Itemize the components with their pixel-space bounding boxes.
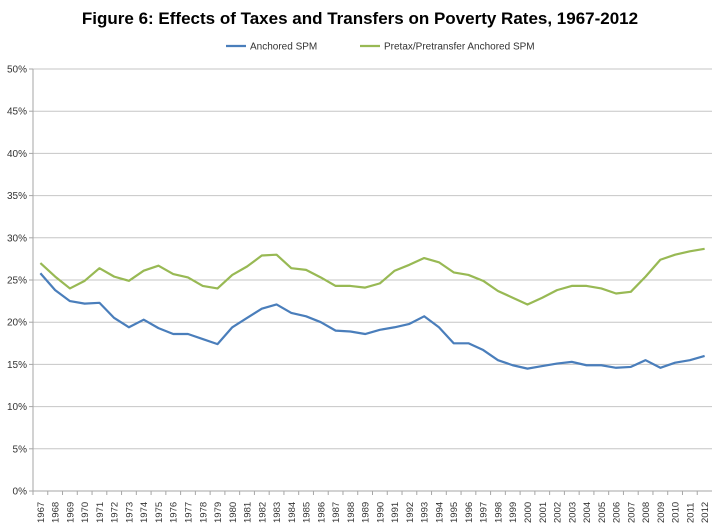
y-tick-label: 35%: [7, 191, 27, 202]
y-tick-label: 5%: [13, 444, 28, 455]
x-tick-label: 1967: [36, 502, 47, 523]
series-lines: [40, 249, 704, 369]
y-tick-label: 15%: [7, 360, 27, 371]
x-tick-label: 1980: [228, 502, 239, 523]
x-tick-label: 1997: [479, 502, 490, 523]
x-tick-label: 1991: [390, 502, 401, 523]
x-tick-label: 1977: [183, 502, 194, 523]
y-axis: 0% 5% 10% 15% 20% 25% 30% 35% 40% 45% 50%: [7, 65, 33, 498]
gridlines: [33, 69, 712, 491]
legend-label: Pretax/Pretransfer Anchored SPM: [384, 42, 535, 53]
x-tick-label: 2007: [626, 502, 637, 523]
x-tick-label: 1975: [154, 502, 165, 523]
x-tick-label: 1970: [80, 502, 91, 523]
y-tick-label: 20%: [7, 318, 27, 329]
x-tick-label: 1998: [493, 502, 504, 523]
x-tick-label: 2011: [685, 503, 696, 523]
x-tick-label: 2010: [671, 502, 682, 523]
y-tick-label: 50%: [7, 65, 27, 76]
x-tick-label: 1986: [316, 502, 327, 523]
x-tick-label: 1974: [139, 502, 150, 523]
x-tick-label: 1972: [110, 502, 121, 523]
x-tick-label: 1973: [124, 502, 135, 523]
x-tick-label: 1978: [198, 502, 209, 523]
x-tick-label: 1996: [464, 502, 475, 523]
x-tick-label: 1990: [375, 502, 386, 523]
x-tick-label: 1984: [287, 502, 298, 523]
x-tick-label: 1994: [434, 502, 445, 523]
x-tick-label: 2002: [553, 502, 564, 523]
x-tick-label: 1992: [405, 502, 416, 523]
x-tick-label: 2000: [523, 502, 534, 523]
x-tick-label: 2009: [656, 502, 667, 523]
x-tick-label: 1969: [65, 502, 76, 523]
x-tick-label: 2003: [567, 502, 578, 523]
x-tick-label: 1979: [213, 502, 224, 523]
x-tick-label: 1999: [508, 502, 519, 523]
y-tick-label: 0%: [13, 487, 28, 498]
legend-label: Anchored SPM: [250, 42, 317, 53]
y-tick-label: 45%: [7, 107, 27, 118]
x-tick-label: 1989: [361, 502, 372, 523]
x-tick-label: 2008: [641, 502, 652, 523]
chart-title: Figure 6: Effects of Taxes and Transfers…: [82, 9, 638, 28]
x-tick-label: 1983: [272, 502, 283, 523]
x-tick-label: 1982: [257, 502, 268, 523]
x-tick-label: 1993: [420, 502, 431, 523]
x-tick-label: 1976: [169, 502, 180, 523]
x-tick-label: 1995: [449, 502, 460, 523]
x-tick-label: 2005: [597, 502, 608, 523]
x-tick-label: 2004: [582, 502, 593, 523]
y-tick-label: 30%: [7, 233, 27, 244]
x-tick-label: 2006: [612, 502, 623, 523]
series-line-pretax-anchored-spm: [40, 249, 704, 305]
y-tick-label: 25%: [7, 276, 27, 287]
x-tick-label: 1985: [302, 502, 313, 523]
y-tick-label: 10%: [7, 402, 27, 413]
y-tick-label: 40%: [7, 149, 27, 160]
x-tick-label: 1987: [331, 502, 342, 523]
legend: Anchored SPM Pretax/Pretransfer Anchored …: [226, 42, 535, 53]
series-line-anchored-spm: [40, 273, 704, 368]
x-tick-label: 2012: [700, 502, 711, 523]
x-tick-label: 1981: [243, 502, 254, 523]
x-tick-label: 1988: [346, 502, 357, 523]
x-tick-label: 1971: [95, 502, 106, 523]
x-tick-label: 2001: [538, 502, 549, 523]
x-tick-label: 1968: [51, 502, 62, 523]
